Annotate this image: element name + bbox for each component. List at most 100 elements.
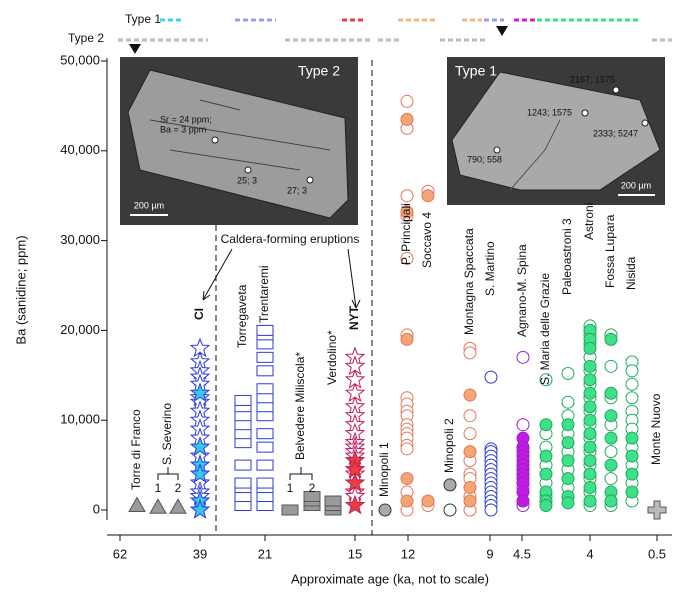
point — [150, 499, 166, 513]
series-label: Torre di Franco — [129, 409, 143, 490]
point — [401, 473, 413, 485]
inset-note: Ba = 3 ppm — [160, 124, 206, 134]
series-label: Minopoli 2 — [442, 418, 456, 473]
point — [464, 428, 476, 440]
point — [422, 190, 434, 202]
point — [517, 351, 529, 363]
point — [540, 419, 552, 431]
point — [257, 352, 273, 362]
point — [562, 419, 574, 431]
x-tick-label: 15 — [348, 546, 362, 561]
x-tick-label: 39 — [193, 546, 207, 561]
point — [584, 428, 596, 440]
point — [401, 333, 413, 345]
series-label: S. Martino — [483, 241, 497, 296]
series-label: Minopoli 1 — [377, 442, 391, 497]
spot — [245, 167, 251, 173]
arrow — [203, 249, 360, 308]
point — [464, 495, 476, 507]
point — [485, 504, 497, 516]
type-row-label: Type 2 — [68, 31, 104, 45]
y-tick-label: 0 — [93, 501, 100, 516]
scale-label: 200 µm — [621, 180, 651, 190]
point — [401, 113, 413, 125]
series-label: Monte Nuovo — [649, 393, 663, 465]
point — [379, 504, 391, 516]
point — [605, 495, 617, 507]
point — [346, 496, 364, 513]
point — [584, 360, 596, 372]
point — [444, 504, 456, 516]
spot — [613, 87, 619, 93]
series-label: Astroni — [582, 203, 596, 240]
inset-note: 790; 558 — [467, 154, 502, 164]
point — [257, 478, 273, 488]
point — [605, 459, 617, 471]
chart: Type 2 Sr = 24 ppm; Ba = 3 ppm 25; 3 27;… — [0, 0, 684, 593]
series-label: S. Maria delle Grazie — [538, 273, 552, 385]
group-label: Belvedere Miliscola* — [293, 352, 307, 460]
point — [562, 455, 574, 467]
type-marker — [129, 44, 141, 54]
point — [584, 482, 596, 494]
x-tick-label: 21 — [258, 546, 272, 561]
inset-note: 25; 3 — [237, 175, 257, 185]
spot — [212, 137, 218, 143]
point — [464, 446, 476, 458]
point — [605, 333, 617, 345]
x-tick-label: 0.5 — [648, 546, 666, 561]
spot — [494, 147, 500, 153]
inset-title: Type 1 — [455, 63, 497, 79]
point — [584, 401, 596, 413]
point — [540, 468, 552, 480]
point — [584, 342, 596, 354]
point — [626, 365, 638, 377]
inset-note: Sr = 24 ppm; — [160, 114, 212, 124]
x-axis-title: Approximate age (ka, not to scale) — [291, 571, 489, 586]
point — [605, 432, 617, 444]
inset-note: 1243; 1575 — [527, 107, 572, 117]
point — [444, 479, 456, 491]
point — [562, 368, 574, 380]
point — [648, 501, 666, 519]
point — [257, 442, 273, 452]
bracket — [158, 467, 178, 480]
x-tick-label: 62 — [113, 546, 127, 561]
point — [626, 486, 638, 498]
point — [605, 360, 617, 372]
x-tick-label: 4.5 — [513, 546, 531, 561]
point — [584, 495, 596, 507]
series-label: CI — [192, 308, 206, 320]
point — [562, 473, 574, 485]
spot — [307, 177, 313, 183]
point — [282, 505, 298, 515]
y-tick-label: 40,000 — [60, 142, 100, 157]
point — [626, 468, 638, 480]
point — [485, 371, 497, 383]
series-label: Agnano-M. Spina — [515, 244, 529, 337]
point — [129, 498, 145, 512]
y-tick-label: 20,000 — [60, 322, 100, 337]
series-label: Torregaveta — [235, 284, 249, 348]
point — [517, 495, 529, 507]
x-tick-label: 4 — [586, 546, 593, 561]
point — [584, 387, 596, 399]
series-label: 2 — [309, 481, 316, 495]
point — [540, 450, 552, 462]
point — [517, 419, 529, 431]
point — [584, 455, 596, 467]
point — [605, 410, 617, 422]
series-label: Paleoastroni 3 — [560, 218, 574, 295]
series-label: Verdolino* — [325, 330, 339, 385]
series-label: 1 — [155, 481, 162, 495]
point — [584, 441, 596, 453]
y-tick-label: 10,000 — [60, 412, 100, 427]
point — [257, 384, 273, 394]
point — [464, 482, 476, 494]
spot — [642, 120, 648, 126]
point — [235, 395, 251, 405]
point — [235, 460, 251, 470]
point — [401, 95, 413, 107]
y-tick-label: 30,000 — [60, 232, 100, 247]
point — [605, 446, 617, 458]
